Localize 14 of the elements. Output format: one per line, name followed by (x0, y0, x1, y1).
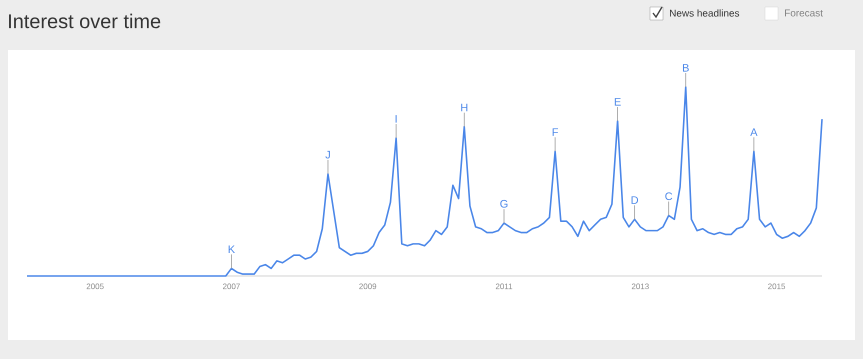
annotation: J (325, 150, 330, 159)
chart-title: Interest over time (9, 14, 160, 28)
annotation: A (750, 128, 758, 136)
annotation: G (500, 200, 508, 208)
annotation: D (632, 196, 638, 204)
annotation: E (614, 98, 621, 106)
annotation: H (461, 104, 468, 112)
text: Forecast (785, 10, 823, 16)
annotation: C (665, 192, 672, 200)
annotation: F (552, 128, 558, 136)
annotation: I (396, 115, 397, 123)
annotation: K (228, 246, 235, 254)
text: News headlines (670, 9, 740, 17)
annotation: B (682, 64, 689, 72)
